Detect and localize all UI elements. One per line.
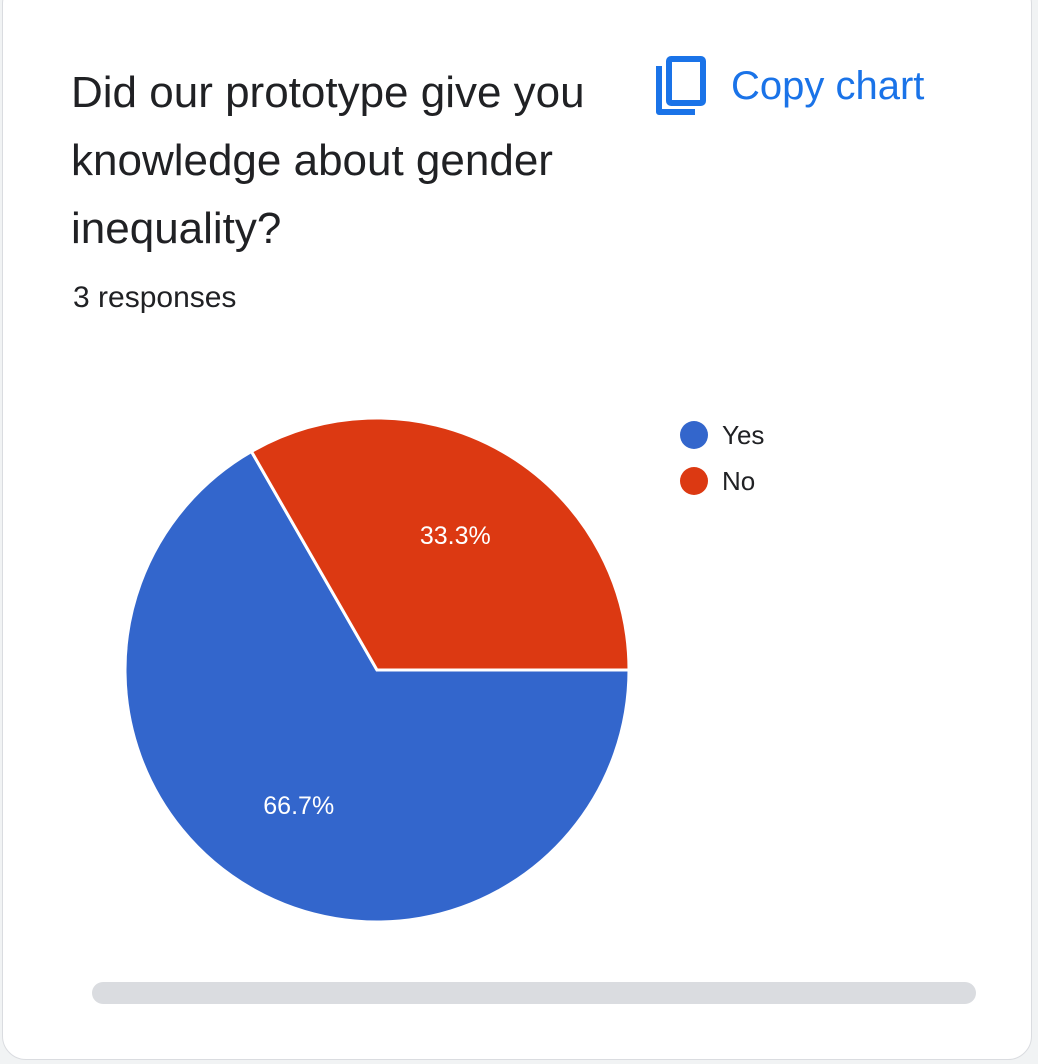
pie-slice-yes[interactable] [123, 449, 631, 924]
legend-swatch-no [680, 467, 708, 495]
pie-label-yes: 66.7% [263, 792, 334, 820]
copy-chart-label: Copy chart [731, 63, 925, 108]
legend-swatch-yes [680, 421, 708, 449]
copy-icon [655, 56, 707, 116]
legend-label-no: No [722, 465, 756, 496]
chart-legend: Yes No [680, 412, 764, 504]
pie-slice-no[interactable] [249, 416, 631, 672]
legend-label-yes: Yes [722, 419, 765, 450]
legend-item-no[interactable]: No [680, 458, 764, 504]
question-title: Did our prototype give you knowledge abo… [71, 68, 585, 253]
horizontal-scrollbar[interactable] [92, 982, 976, 1004]
copy-chart-button[interactable]: Copy chart [655, 51, 924, 121]
legend-item-yes[interactable]: Yes [680, 412, 764, 458]
pie-label-no: 33.3% [420, 522, 491, 550]
response-count: 3 responses [73, 281, 237, 314]
